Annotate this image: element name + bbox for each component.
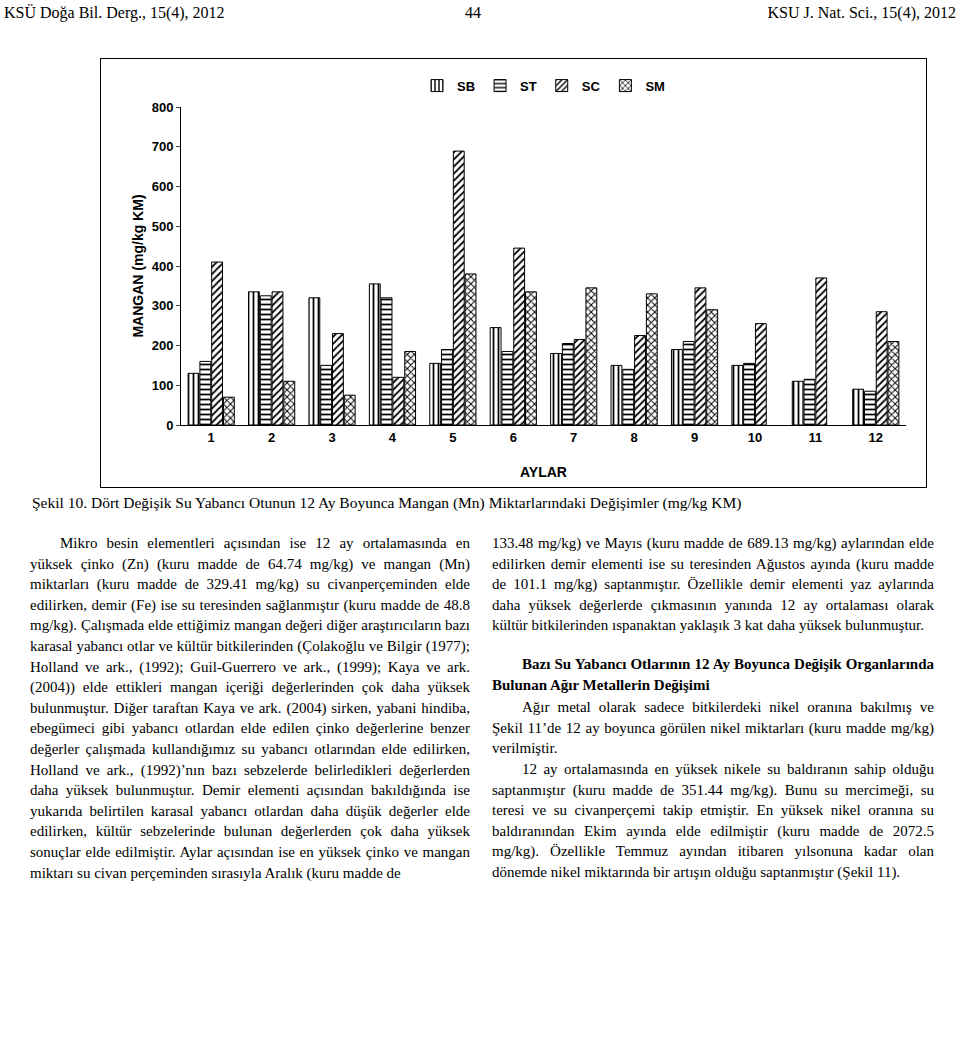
html-text:133.48 mg/kg) ve Mayıs (kuru m: 133.48 mg/kg) ve Mayıs (kuru madde de 68… bbox=[492, 535, 934, 634]
svg-text:700: 700 bbox=[152, 139, 174, 154]
svg-text:AYLAR: AYLAR bbox=[520, 464, 567, 480]
html-text:KSU J. Nat. Sci., 15(4), 2012: KSU J. Nat. Sci., 15(4), 2012 bbox=[767, 4, 956, 21]
svg-text:7: 7 bbox=[570, 430, 577, 445]
svg-text:9: 9 bbox=[691, 430, 698, 445]
html-text:Mikro besin elementleri açısın: Mikro besin elementleri açısından ise 12… bbox=[30, 535, 470, 881]
svg-text:800: 800 bbox=[152, 100, 174, 115]
svg-text:6: 6 bbox=[510, 430, 517, 445]
svg-text:100: 100 bbox=[152, 378, 174, 393]
svg-text:1: 1 bbox=[208, 430, 215, 445]
svg-text:8: 8 bbox=[631, 430, 638, 445]
svg-text:11: 11 bbox=[809, 430, 823, 445]
svg-text:400: 400 bbox=[152, 259, 174, 274]
html-text:Bazı Su Yabancı Otlarının 12 A: Bazı Su Yabancı Otlarının 12 Ay Boyunca … bbox=[492, 656, 934, 693]
svg-text:MANGAN (mg/kg KM): MANGAN (mg/kg KM) bbox=[130, 194, 146, 337]
html-text:12 ay ortalamasında en yüksek: 12 ay ortalamasında en yüksek nikele su … bbox=[492, 760, 934, 880]
svg-text:0: 0 bbox=[166, 418, 173, 433]
svg-text:200: 200 bbox=[152, 338, 174, 353]
svg-text:2: 2 bbox=[268, 430, 275, 445]
svg-text:ST: ST bbox=[520, 79, 537, 94]
svg-text:SB: SB bbox=[457, 79, 475, 94]
html-text:44: 44 bbox=[465, 4, 481, 21]
svg-text:5: 5 bbox=[449, 430, 456, 445]
svg-text:10: 10 bbox=[748, 430, 762, 445]
html-text:Şekil 10. Dört Değişik Su Yaba: Şekil 10. Dört Değişik Su Yabancı Otunun… bbox=[32, 494, 742, 511]
svg-text:300: 300 bbox=[152, 298, 174, 313]
svg-text:12: 12 bbox=[869, 430, 883, 445]
svg-text:500: 500 bbox=[152, 219, 174, 234]
html-text:KSÜ Doğa Bil. Derg., 15(4), 20: KSÜ Doğa Bil. Derg., 15(4), 2012 bbox=[4, 4, 225, 21]
html-text:Ağır metal olarak sadece bitki: Ağır metal olarak sadece bitkilerdeki ni… bbox=[492, 699, 934, 757]
svg-text:4: 4 bbox=[389, 430, 397, 445]
svg-text:600: 600 bbox=[152, 179, 174, 194]
svg-text:SC: SC bbox=[582, 79, 601, 94]
svg-text:SM: SM bbox=[645, 79, 665, 94]
svg-text:3: 3 bbox=[328, 430, 335, 445]
